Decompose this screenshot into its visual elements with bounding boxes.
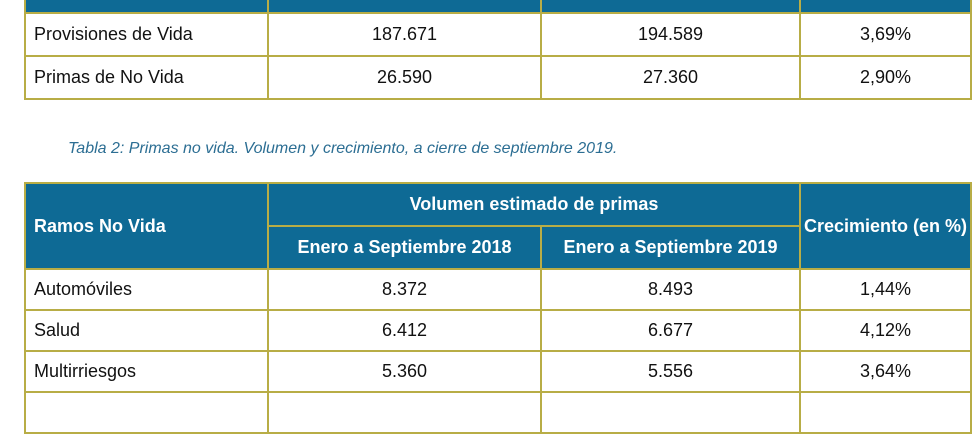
header-cell [540, 0, 801, 14]
row-label: Multirriesgos [24, 350, 269, 393]
table-row [24, 391, 973, 434]
value-2019 [539, 391, 802, 434]
ramos-header: Ramos No Vida [24, 182, 269, 270]
growth-value: 3,64% [799, 350, 973, 393]
growth-value: 1,44% [799, 268, 973, 311]
table-1: Provisiones de Vida 187.671 194.589 3,69… [24, 0, 972, 100]
value-2018: 5.360 [267, 350, 542, 393]
value-2019: 194.589 [540, 12, 801, 57]
period-2019-header: Enero a Septiembre 2019 [539, 225, 802, 270]
table-row: Salud 6.412 6.677 4,12% [24, 309, 973, 352]
header-cell [267, 0, 542, 14]
value-2018: 26.590 [267, 55, 542, 100]
value-2018: 187.671 [267, 12, 542, 57]
growth-header: Crecimiento (en %) [799, 182, 973, 270]
growth-value: 3,69% [799, 12, 972, 57]
row-label: Salud [24, 309, 269, 352]
table-2: Ramos No Vida Volumen estimado de primas… [24, 182, 973, 434]
header-cell [24, 0, 269, 14]
value-2019: 6.677 [539, 309, 802, 352]
growth-value: 4,12% [799, 309, 973, 352]
value-2018: 6.412 [267, 309, 542, 352]
value-2018: 8.372 [267, 268, 542, 311]
table-row: Automóviles 8.372 8.493 1,44% [24, 268, 973, 311]
value-2019: 8.493 [539, 268, 802, 311]
header-cell [799, 0, 972, 14]
growth-value [799, 391, 973, 434]
row-label: Automóviles [24, 268, 269, 311]
period-2018-header: Enero a Septiembre 2018 [267, 225, 542, 270]
value-2019: 27.360 [540, 55, 801, 100]
table-row: Primas de No Vida 26.590 27.360 2,90% [24, 55, 972, 100]
table-header-row [24, 0, 972, 14]
volumen-header: Volumen estimado de primas [266, 182, 802, 227]
value-2019: 5.556 [539, 350, 802, 393]
table-caption: Tabla 2: Primas no vida. Volumen y creci… [68, 140, 618, 157]
table-row: Multirriesgos 5.360 5.556 3,64% [24, 350, 973, 393]
table-header-row: Ramos No Vida Volumen estimado de primas… [24, 182, 973, 270]
value-2018 [267, 391, 542, 434]
row-label: Provisiones de Vida [24, 12, 269, 57]
row-label [24, 391, 269, 434]
row-label: Primas de No Vida [24, 55, 269, 100]
table-row: Provisiones de Vida 187.671 194.589 3,69… [24, 12, 972, 57]
table-subheader-row: Enero a Septiembre 2018 Enero a Septiemb… [25, 225, 971, 270]
growth-value: 2,90% [799, 55, 972, 100]
